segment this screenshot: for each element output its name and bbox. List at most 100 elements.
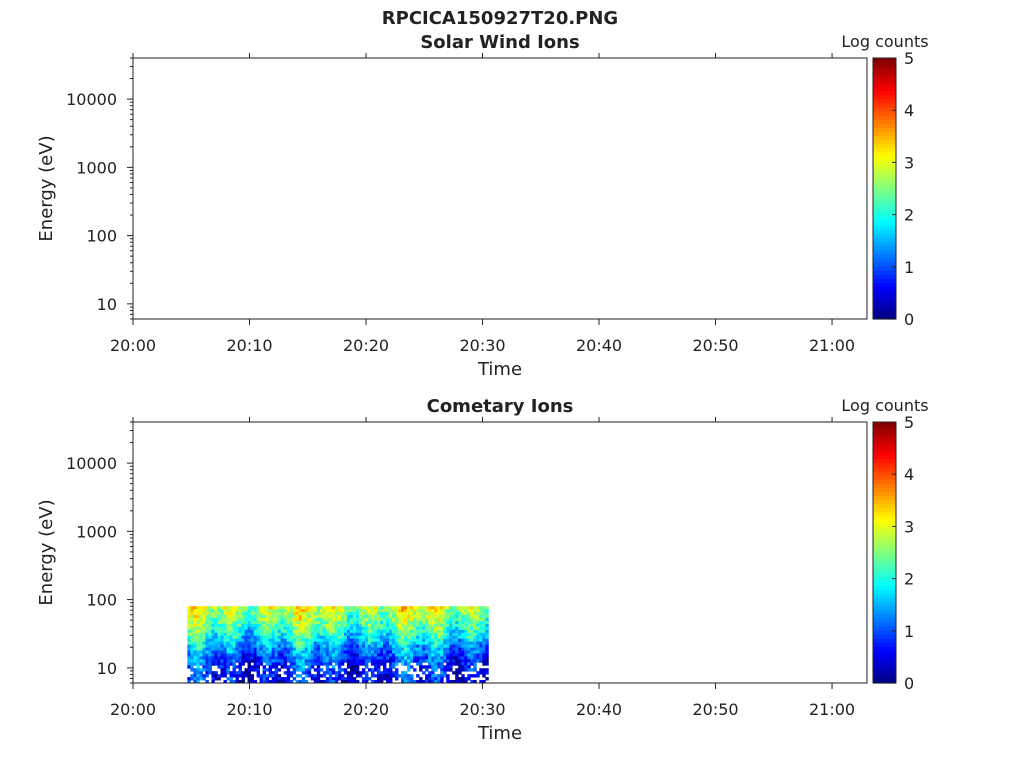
spectrogram-cell [256, 644, 261, 648]
spectrogram-cell [343, 629, 348, 634]
spectrogram-cell [247, 644, 251, 648]
spectrogram-cell [301, 677, 306, 681]
spectrogram-cell [331, 612, 336, 616]
spectrogram-cell [190, 632, 194, 637]
spectrogram-cell [301, 659, 306, 663]
spectrogram-cell [271, 623, 276, 628]
spectrogram-cell [190, 668, 194, 672]
spectrogram-cell [187, 641, 191, 646]
plot-frame [132, 57, 868, 320]
spectrogram-cell [395, 623, 399, 628]
spectrogram-cell [187, 656, 191, 660]
colorbar-tick-label: 2 [904, 206, 914, 225]
spectrogram-cell [346, 618, 351, 622]
spectrogram-cell [292, 677, 297, 681]
spectrogram-cell [455, 680, 459, 684]
colorbar-swatch [873, 204, 896, 210]
spectrogram-cell [298, 665, 303, 669]
spectrogram-cell [455, 623, 459, 628]
spectrogram-cell [205, 620, 209, 625]
spectrogram-cell [319, 635, 324, 640]
spectrogram-cell [265, 668, 270, 672]
spectrogram-cell [244, 606, 248, 610]
spectrogram-cell [452, 680, 456, 684]
colorbar-swatch [873, 90, 896, 96]
spectrogram-cell [383, 671, 387, 675]
spectrogram-cell [325, 620, 330, 625]
spectrogram-cell [268, 618, 273, 622]
spectrogram-cell [196, 680, 200, 684]
spectrogram-cell [283, 638, 288, 643]
spectrogram-cell [482, 606, 486, 610]
spectrogram-cell [349, 632, 354, 637]
spectrogram-cell [482, 623, 486, 628]
spectrogram-cell [370, 650, 375, 654]
spectrogram-cell [358, 612, 363, 616]
spectrogram-cell [232, 653, 236, 657]
spectrogram-cell [229, 680, 233, 684]
spectrogram-cell [313, 653, 318, 657]
spectrogram-cell [223, 626, 227, 631]
spectrogram-cell [199, 632, 203, 637]
spectrogram-cell [458, 650, 462, 654]
spectrogram-cell [238, 641, 242, 646]
spectrogram-cell [244, 620, 248, 625]
spectrogram-cell [316, 615, 321, 619]
spectrogram-cell [262, 615, 267, 619]
spectrogram-cell [370, 629, 375, 634]
spectrogram-cell [325, 629, 330, 634]
spectrogram-cell [280, 650, 285, 654]
spectrogram-cell [241, 618, 245, 622]
spectrogram-cell [355, 620, 360, 625]
spectrogram-cell [319, 659, 324, 663]
x-tick-label: 20:10 [226, 336, 272, 355]
spectrogram-cell [307, 635, 312, 640]
spectrogram-cell [199, 650, 203, 654]
spectrogram-cell [449, 635, 453, 640]
spectrogram-cell [370, 647, 375, 651]
spectrogram-cell [473, 662, 477, 666]
spectrogram-cell [232, 662, 236, 666]
spectrogram-cell [244, 671, 248, 675]
spectrogram-cell [407, 638, 411, 643]
spectrogram-cell [452, 606, 456, 610]
spectrogram-cell [479, 623, 483, 628]
spectrogram-cell [428, 620, 432, 625]
spectrogram-cell [334, 671, 339, 675]
spectrogram-cell [229, 644, 233, 648]
spectrogram-cell [217, 626, 221, 631]
spectrogram-cell [346, 626, 351, 631]
spectrogram-cell [346, 635, 351, 640]
spectrogram-cell [386, 659, 390, 663]
spectrogram-cell [220, 612, 224, 616]
spectrogram-cell [265, 680, 270, 684]
spectrogram-cell [467, 615, 471, 619]
colorbar-swatch [873, 454, 896, 460]
spectrogram-cell [479, 650, 483, 654]
spectrogram-cell [392, 674, 396, 678]
spectrogram-cell [479, 659, 483, 663]
spectrogram-cell [235, 677, 239, 681]
spectrogram-cell [440, 615, 444, 619]
spectrogram-cell [401, 656, 405, 660]
spectrogram-cell [307, 641, 312, 646]
spectrogram-cell [208, 671, 212, 675]
spectrogram-cell [217, 641, 221, 646]
spectrogram-cell [310, 641, 315, 646]
spectrogram-cell [428, 680, 432, 684]
spectrogram-cell [187, 629, 191, 634]
spectrogram-cell [238, 632, 242, 637]
spectrogram-cell [241, 671, 245, 675]
spectrogram-cell [434, 606, 438, 610]
spectrogram-cell [229, 635, 233, 640]
spectrogram-cell [322, 650, 327, 654]
spectrogram-cell [428, 641, 432, 646]
spectrogram-cell [217, 638, 221, 643]
spectrogram-cell [304, 662, 309, 666]
spectrogram-cell [187, 618, 191, 622]
spectrogram-cell [443, 647, 447, 651]
spectrogram-cell [376, 677, 381, 681]
spectrogram-cell [313, 612, 318, 616]
spectrogram-cell [364, 650, 369, 654]
